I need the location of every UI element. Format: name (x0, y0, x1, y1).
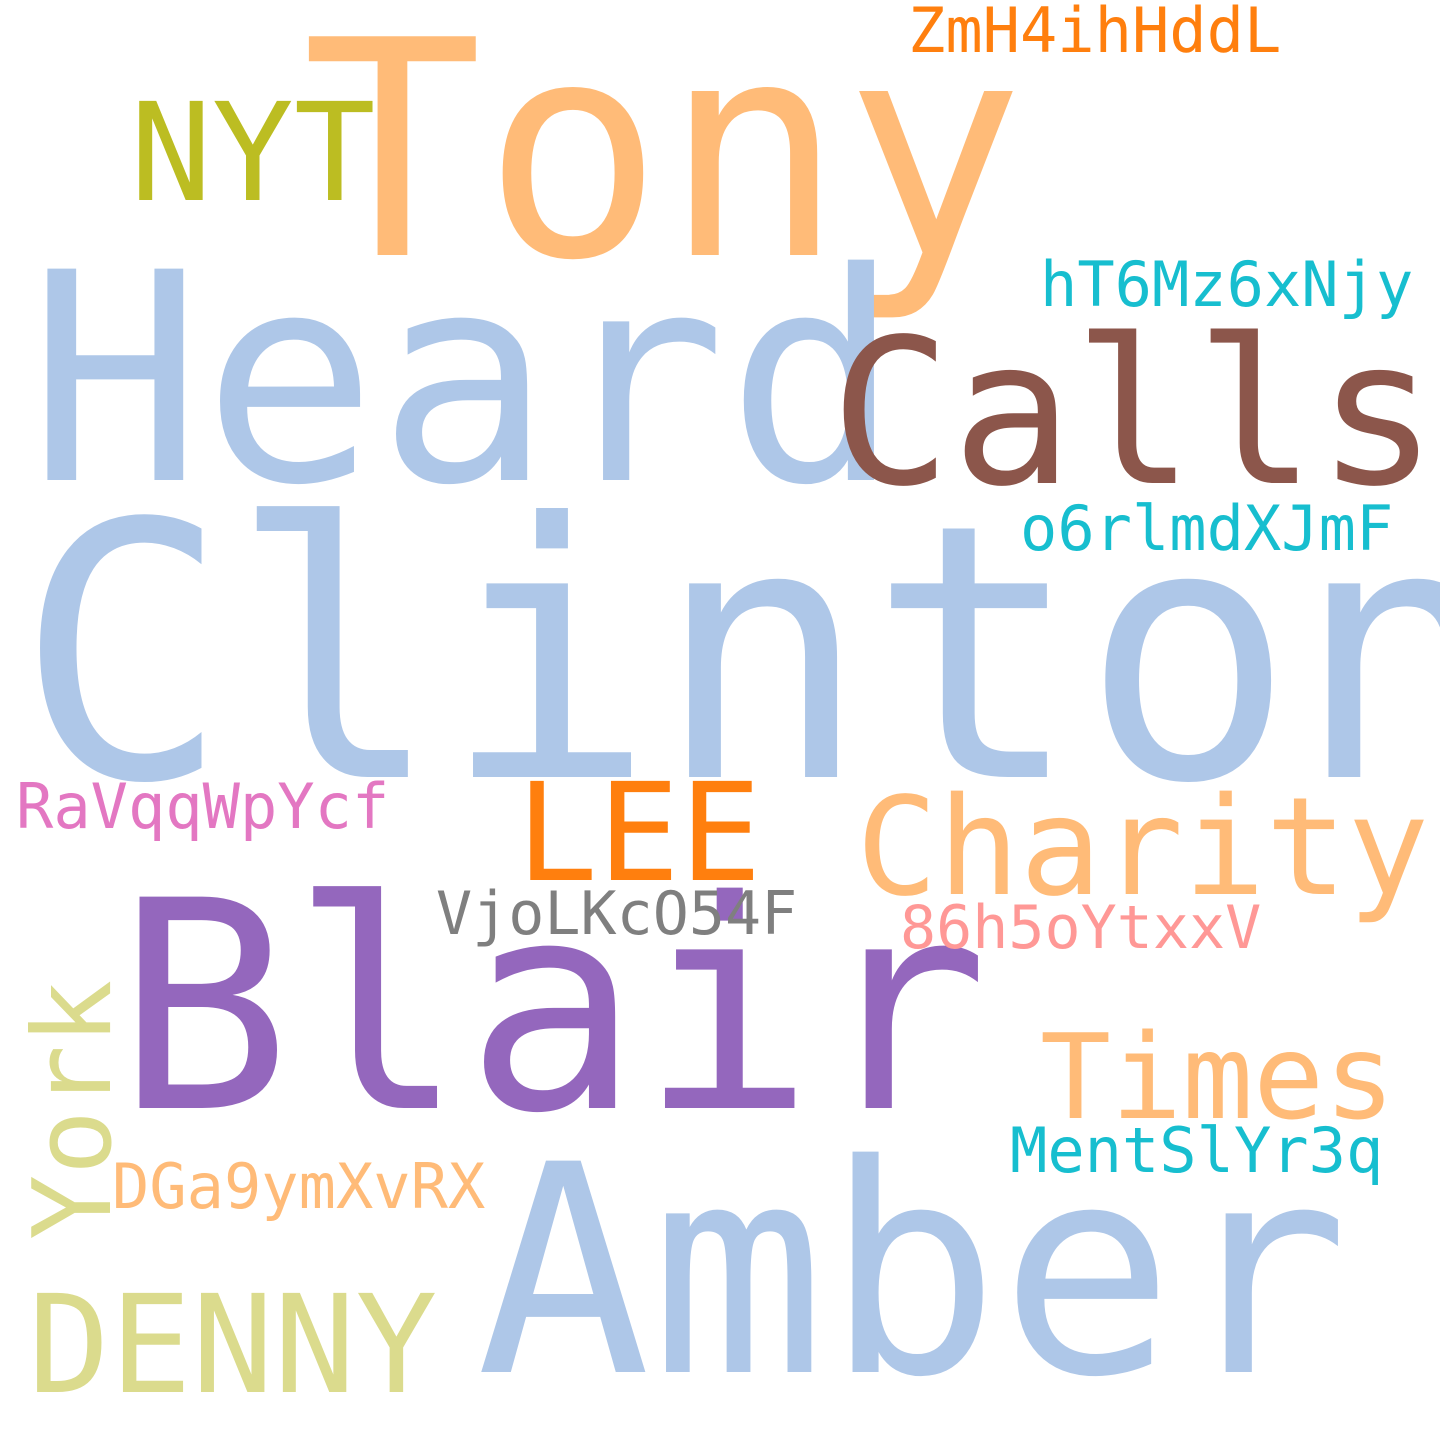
word-heard: Heard (28, 212, 901, 549)
word-o6rlmdxjmf: o6rlmdXJmF (1020, 492, 1394, 565)
word-blair: Blair (116, 840, 989, 1177)
word-clinton: Clinton (16, 449, 1440, 861)
word-zmh4ihhddl: ZmH4ihHddL (908, 0, 1282, 67)
word-ravqqwpycf: RaVqqWpYcf (16, 770, 390, 843)
word-times: Times (1040, 1008, 1396, 1146)
word-ht6mz6xnjy: hT6Mz6xNjy (1040, 248, 1414, 321)
word-nyt: NYT (130, 75, 376, 233)
word-lee: LEE (516, 755, 762, 913)
word-dga9ymxvrx: DGa9ymXvRX (112, 1150, 486, 1223)
word-amber: Amber (476, 1104, 1349, 1440)
word-tony: Tony (302, 0, 1025, 326)
word-mentslyr3q: MentSlYr3q (1010, 1114, 1384, 1187)
word-denny: DENNY (28, 1267, 438, 1425)
word-86h5oytxxv: 86h5oYtxxV (900, 893, 1262, 963)
word-vjolkco54f: VjoLKcO54F (436, 879, 798, 949)
word-charity: Charity (856, 769, 1430, 927)
word-calls: Calls (830, 295, 1439, 531)
